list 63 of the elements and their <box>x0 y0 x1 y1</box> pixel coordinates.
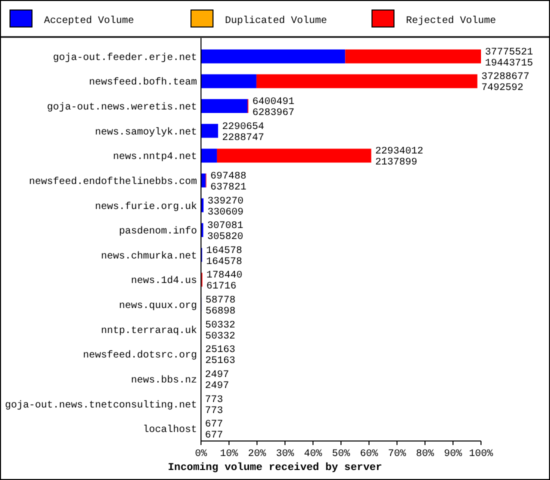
annotation: 164578 <box>206 246 242 257</box>
y-tick-label: newsfeed.bofh.team <box>88 76 197 89</box>
annotation: 773 <box>205 406 224 417</box>
annotation: 697488 <box>210 171 246 182</box>
y-tick-label: news.bbs.nz <box>130 374 197 386</box>
x-tick-label: 70% <box>388 449 406 460</box>
annotation: 50332 <box>205 320 236 332</box>
annotation: 178440 <box>206 270 242 282</box>
y-tick-label: news.quux.org <box>118 301 197 312</box>
annotation: 25163 <box>205 345 236 356</box>
annotation: 37775521 <box>485 47 534 58</box>
annotation: 2288747 <box>222 132 264 144</box>
y-tick-label: newsfeed.dotsrc.org <box>82 350 197 362</box>
annotation: 305820 <box>207 232 244 244</box>
annotation: 773 <box>205 394 224 406</box>
annotation: 637821 <box>210 182 246 194</box>
y-tick-label: goja-out.news.weretis.net <box>46 102 197 114</box>
x-tick-label: 10% <box>220 449 238 460</box>
y-tick-label: news.chmurka.net <box>100 250 197 262</box>
y-tick-label: pasdenom.info <box>118 226 197 238</box>
x-axis-title: Incoming volume received by server <box>168 462 382 474</box>
annotation: 2497 <box>205 380 230 392</box>
legend-label: Accepted Volume <box>44 15 134 27</box>
x-tick-label: 0% <box>194 449 208 460</box>
annotation: 2290654 <box>222 122 264 133</box>
annotation: 56898 <box>206 306 236 318</box>
x-tick-label: 40% <box>304 449 322 460</box>
annotation: 2137899 <box>375 158 418 169</box>
annotation: 22934012 <box>375 146 424 158</box>
legend-label: Duplicated Volume <box>225 15 328 27</box>
y-tick-label: news.nntp4.net <box>112 152 197 164</box>
annotation: 164578 <box>206 256 242 268</box>
annotation: 37288677 <box>481 72 530 84</box>
y-tick-label: news.furie.org.uk <box>94 200 197 213</box>
annotation: 58778 <box>206 296 236 307</box>
x-tick-label: 20% <box>248 449 266 460</box>
annotation: 2497 <box>205 370 230 381</box>
annotation: 25163 <box>205 356 236 368</box>
y-tick-label: goja-out.news.tnetconsulting.net <box>4 399 197 412</box>
annotation: 50332 <box>205 331 236 342</box>
y-tick-label: localhost <box>142 424 197 436</box>
annotation: 339270 <box>208 196 244 208</box>
x-tick-label: 80% <box>416 449 434 460</box>
annotation: 6400491 <box>252 97 294 108</box>
y-tick-label: goja-out.feeder.erje.net <box>52 52 197 64</box>
y-tick-label: newsfeed.endofthelinebbs.com <box>28 176 197 188</box>
annotation: 61716 <box>206 282 236 293</box>
annotation: 307081 <box>207 221 244 232</box>
x-tick-label: 50% <box>332 449 350 460</box>
annotation: 677 <box>205 430 224 442</box>
annotation: 330609 <box>208 207 244 218</box>
y-tick-label: news.samoylyk.net <box>94 126 197 138</box>
y-tick-label: nntp.terraraq.uk <box>100 324 197 337</box>
x-tick-label: 60% <box>360 449 378 460</box>
annotation: 677 <box>205 420 224 431</box>
annotation: 19443715 <box>485 58 534 70</box>
x-tick-label: 30% <box>276 449 294 460</box>
annotation: 6283967 <box>252 108 294 120</box>
x-tick-label: 100% <box>468 449 494 460</box>
y-tick-label: news.1d4.us <box>130 275 197 288</box>
legend-label: Rejected Volume <box>406 15 496 27</box>
x-tick-label: 90% <box>444 449 462 460</box>
annotation: 7492592 <box>481 83 524 94</box>
